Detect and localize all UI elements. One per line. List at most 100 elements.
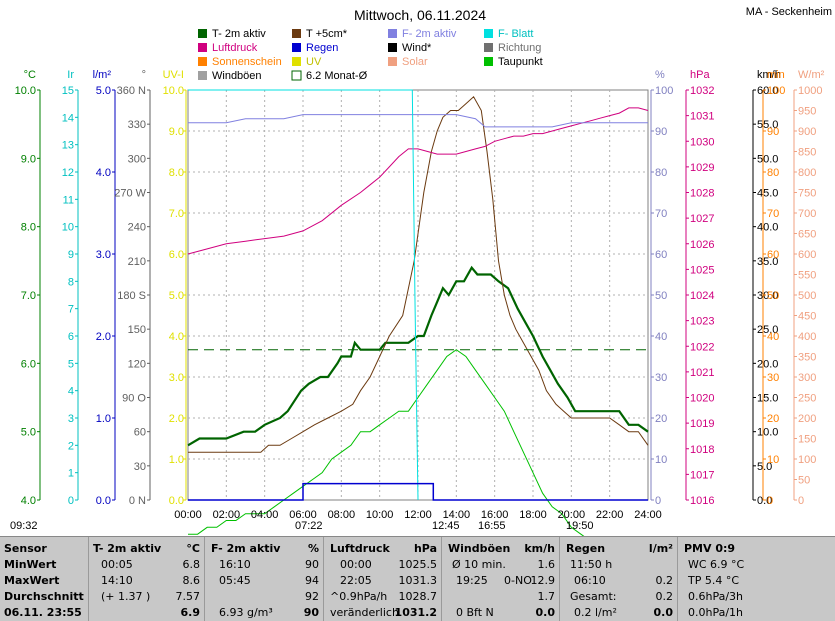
wind-axis-tick-label: 45.0 [757, 188, 778, 200]
sunshine-axis-tick-label: 40 [767, 331, 779, 343]
pmv-windchill: WC 6.9 °C [688, 558, 745, 571]
legend-label: Regen [306, 42, 338, 54]
solar-axis-tick-label: 350 [798, 352, 816, 364]
rain-axis-tick-label: 5.0 [96, 85, 111, 97]
humidity-axis-tick-label: 50 [655, 290, 667, 302]
uv-axis-tick-label: 8.0 [169, 167, 184, 179]
uv-axis-tick-label: 10.0 [163, 85, 184, 97]
legend-label: Windböen [212, 70, 262, 82]
sunshine-axis-unit: min [767, 69, 785, 81]
rain-axis-tick-label: 1.0 [96, 413, 111, 425]
temperature-axis-tick-label: 5.0 [21, 427, 36, 439]
sunshine-axis-tick-label: 100 [767, 85, 785, 97]
temp-unit: °C [186, 542, 200, 555]
stats-pmv-column: PMV 0:9 WC 6.9 °C TP 5.4 °C 0.6hPa/3h 0.… [678, 537, 834, 621]
temp-min-time: 00:05 [101, 558, 133, 571]
legend-label: Richtung [498, 42, 541, 54]
hum-abs-humidity: 6.93 g/m³ [219, 606, 273, 619]
solar-axis-tick-label: 600 [798, 249, 816, 261]
direction-axis-tick-label: 300 [128, 153, 146, 165]
solar-axis-tick-label: 250 [798, 393, 816, 405]
legend: T- 2m aktiv T +5cm* F- 2m aktiv F- Blatt Luf… [198, 28, 543, 82]
rain-time: 06:10 [574, 574, 606, 587]
solar-axis-tick-label: 650 [798, 229, 816, 241]
uv-axis-tick-label: 4.0 [169, 331, 184, 343]
wind-axis-tick-label: 15.0 [757, 393, 778, 405]
time-label: 00:00 [174, 509, 202, 521]
legend-swatch [388, 29, 397, 38]
solar-axis-tick-label: 950 [798, 106, 816, 118]
solar-axis-tick-label: 400 [798, 331, 816, 343]
series-line-taupunkt [188, 349, 585, 536]
solar-axis-tick-label: 800 [798, 167, 816, 179]
label-min: MinWert [4, 558, 57, 571]
press-forecast: veränderlich [330, 606, 399, 619]
stats-rain-column: Regen l/m² 11:50 h 06:10 0.2 Gesamt: 0.2 0.… [560, 537, 678, 621]
pressure-axis-tick-label: 1025 [690, 264, 714, 276]
legend-swatch [292, 43, 301, 52]
temperature-axis-tick-label: 10.0 [15, 85, 36, 97]
press-min-time: 00:00 [340, 558, 372, 571]
pressure-axis-tick-label: 1028 [690, 188, 714, 200]
rain-current: 0.0 [653, 606, 674, 619]
pressure-axis-tick-label: 1016 [690, 495, 714, 507]
pressure-axis-tick-label: 1027 [690, 213, 714, 225]
direction-axis-tick-label: 90 O [122, 393, 146, 405]
temp-avg-value: 7.57 [175, 590, 201, 603]
legend-label: Luftdruck [212, 42, 258, 54]
humidity-axis-tick-label: 60 [655, 249, 667, 261]
humidity-axis-tick-label: 0 [655, 495, 661, 507]
sunshine-axis-tick-label: 80 [767, 167, 779, 179]
wind-avg-label: Ø 10 min. [452, 558, 506, 571]
time-label: 20:00 [558, 509, 586, 521]
temperature-axis-tick-label: 6.0 [21, 358, 36, 370]
sunshine-axis-tick-label: 50 [767, 290, 779, 302]
direction-axis-tick-label: 120 [128, 358, 146, 370]
time-label: 24:00 [634, 509, 662, 521]
humidity-axis-tick-label: 30 [655, 372, 667, 384]
legend-swatch [198, 57, 207, 66]
leaf-wetness-axis-tick-label: 14 [62, 112, 74, 124]
legend-swatch [484, 43, 493, 52]
uv-axis-tick-label: 0.0 [169, 495, 184, 507]
wind-axis-tick-label: 0.0 [757, 495, 772, 507]
pressure-axis-tick-label: 1023 [690, 316, 714, 328]
direction-axis-tick-label: 210 [128, 256, 146, 268]
time-label: 04:00 [251, 509, 279, 521]
direction-axis-tick-label: 360 N [117, 85, 146, 97]
sunshine-axis-tick-label: 20 [767, 413, 779, 425]
time-label: 08:00 [328, 509, 356, 521]
direction-axis-tick-label: 60 [134, 427, 146, 439]
humidity-axis-tick-label: 80 [655, 167, 667, 179]
solar-axis-tick-label: 450 [798, 311, 816, 323]
pressure-axis-tick-label: 1022 [690, 341, 714, 353]
wind-gust-dir: 0-NO [504, 574, 532, 587]
axes: 10.09.08.07.06.05.04.0°C1514131211109876… [15, 69, 825, 507]
uv-axis-tick-label: 6.0 [169, 249, 184, 261]
temp-min-value: 6.8 [182, 558, 201, 571]
sun-event-label: 16:55 [478, 520, 506, 532]
hum-head: F- 2m aktiv [211, 542, 281, 555]
solar-axis-tick-label: 50 [798, 475, 810, 487]
uv-axis-tick-label: 5.0 [169, 290, 184, 302]
humidity-axis-unit: % [655, 69, 665, 81]
legend-swatch [292, 29, 301, 38]
legend-label: 6.2 Monat-Ø [306, 70, 368, 82]
humidity-axis-tick-label: 40 [655, 331, 667, 343]
wind-gust-value: 12.9 [530, 574, 556, 587]
stats-humidity-column: F- 2m aktiv% 16:10 90 05:45 94 92 6.93 g/m… [205, 537, 324, 621]
wind-axis-tick-label: 35.0 [757, 256, 778, 268]
label-date: 06.11. 23:55 [4, 606, 82, 619]
wind-gust-time: 19:25 [456, 574, 488, 587]
station-name: MA - Seckenheim [746, 6, 832, 18]
solar-axis-tick-label: 500 [798, 290, 816, 302]
wind-avg-day: 1.7 [537, 590, 556, 603]
humidity-axis-tick-label: 100 [655, 85, 673, 97]
series-line-t-5cm [188, 96, 649, 453]
weather-chart: Mittwoch, 06.11.2024 MA - Seckenheim T- … [10, 6, 832, 536]
time-label: 18:00 [519, 509, 547, 521]
rain-axis-unit: l/m² [93, 69, 112, 81]
solar-axis-tick-label: 700 [798, 208, 816, 220]
grid [187, 89, 649, 501]
wind-axis-tick-label: 25.0 [757, 324, 778, 336]
